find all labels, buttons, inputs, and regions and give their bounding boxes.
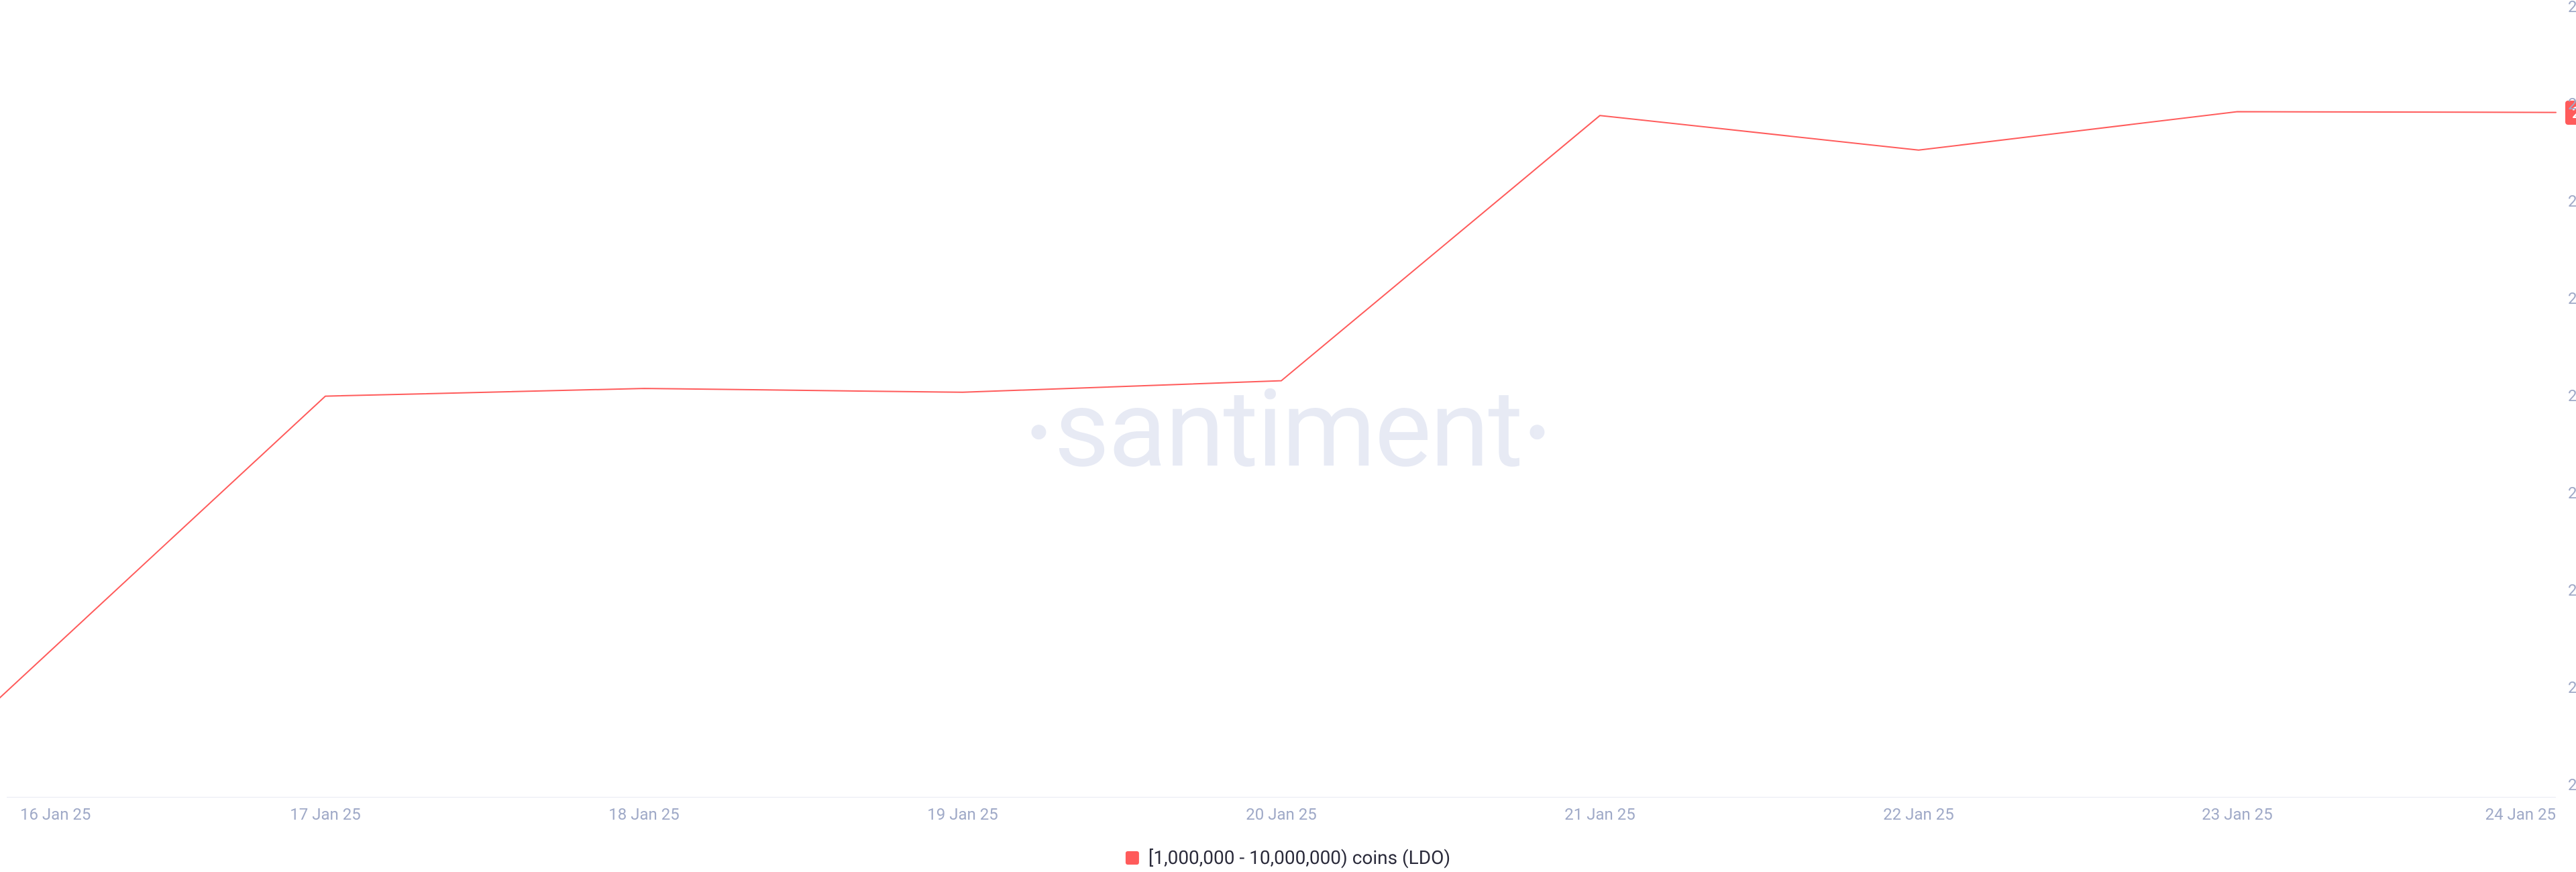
legend-swatch-icon xyxy=(1126,851,1139,865)
x-tick-label: 22 Jan 25 xyxy=(1883,805,1953,824)
x-tick-label: 23 Jan 25 xyxy=(2202,805,2272,824)
y-tick-label: 256.60M xyxy=(2568,95,2576,113)
y-tick-label: 249.01M xyxy=(2568,386,2576,405)
line-chart: santiment 256.38M 259.13M256.60M254.07M2… xyxy=(0,0,2576,872)
y-tick-label: 241.42M xyxy=(2568,678,2576,697)
y-tick-label: 246.48M xyxy=(2568,484,2576,502)
y-tick-label: 251.54M xyxy=(2568,289,2576,308)
x-tick-label: 24 Jan 25 xyxy=(2485,805,2556,824)
legend: [1,000,000 - 10,000,000) coins (LDO) xyxy=(1126,847,1450,869)
y-tick-label: 243.95M xyxy=(2568,581,2576,600)
x-tick-label: 21 Jan 25 xyxy=(1564,805,1635,824)
x-tick-label: 19 Jan 25 xyxy=(927,805,998,824)
x-tick-label: 17 Jan 25 xyxy=(290,805,360,824)
y-tick-label: 254.07M xyxy=(2568,192,2576,211)
y-tick-label: 259.13M xyxy=(2568,0,2576,16)
x-tick-label: 20 Jan 25 xyxy=(1246,805,1316,824)
series-line xyxy=(0,0,2576,872)
legend-label: [1,000,000 - 10,000,000) coins (LDO) xyxy=(1148,847,1450,869)
y-tick-label: 238.89M xyxy=(2568,775,2576,794)
x-tick-label: 18 Jan 25 xyxy=(608,805,679,824)
x-tick-label: 16 Jan 25 xyxy=(20,805,91,824)
